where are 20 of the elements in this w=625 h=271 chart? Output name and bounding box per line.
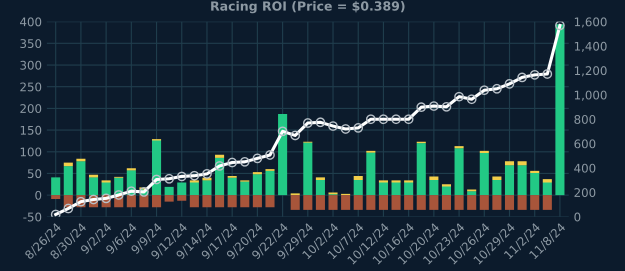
y2-tick-label: 400	[574, 164, 596, 173]
y2-tick-label: 1,600	[574, 17, 607, 28]
y-tick-label: 0	[35, 190, 42, 200]
y2-tick-label: 200	[574, 188, 596, 198]
y2-tick-label: 800	[574, 114, 596, 124]
y2-tick-label: 1,400	[574, 42, 607, 52]
y-tick-label: 200	[20, 104, 42, 114]
y-tick-label: 400	[20, 17, 42, 26]
y2-tick-label: 1,200	[574, 66, 607, 76]
y-tick-label: 50	[28, 169, 42, 178]
chart-title: Racing ROI (Price = $0.389)	[211, 1, 405, 14]
y-tick-label: -50	[23, 212, 42, 222]
y-tick-label: 250	[20, 82, 42, 92]
y2-tick-label: 1,000	[574, 90, 607, 101]
y2-tick-label: 0	[574, 212, 580, 222]
y-tick-label: 350	[20, 39, 42, 48]
y-tick-label: 100	[20, 147, 42, 156]
y-tick-label: 150	[20, 126, 42, 135]
y-tick-label: 300	[20, 60, 42, 70]
y2-tick-label: 600	[574, 139, 596, 148]
